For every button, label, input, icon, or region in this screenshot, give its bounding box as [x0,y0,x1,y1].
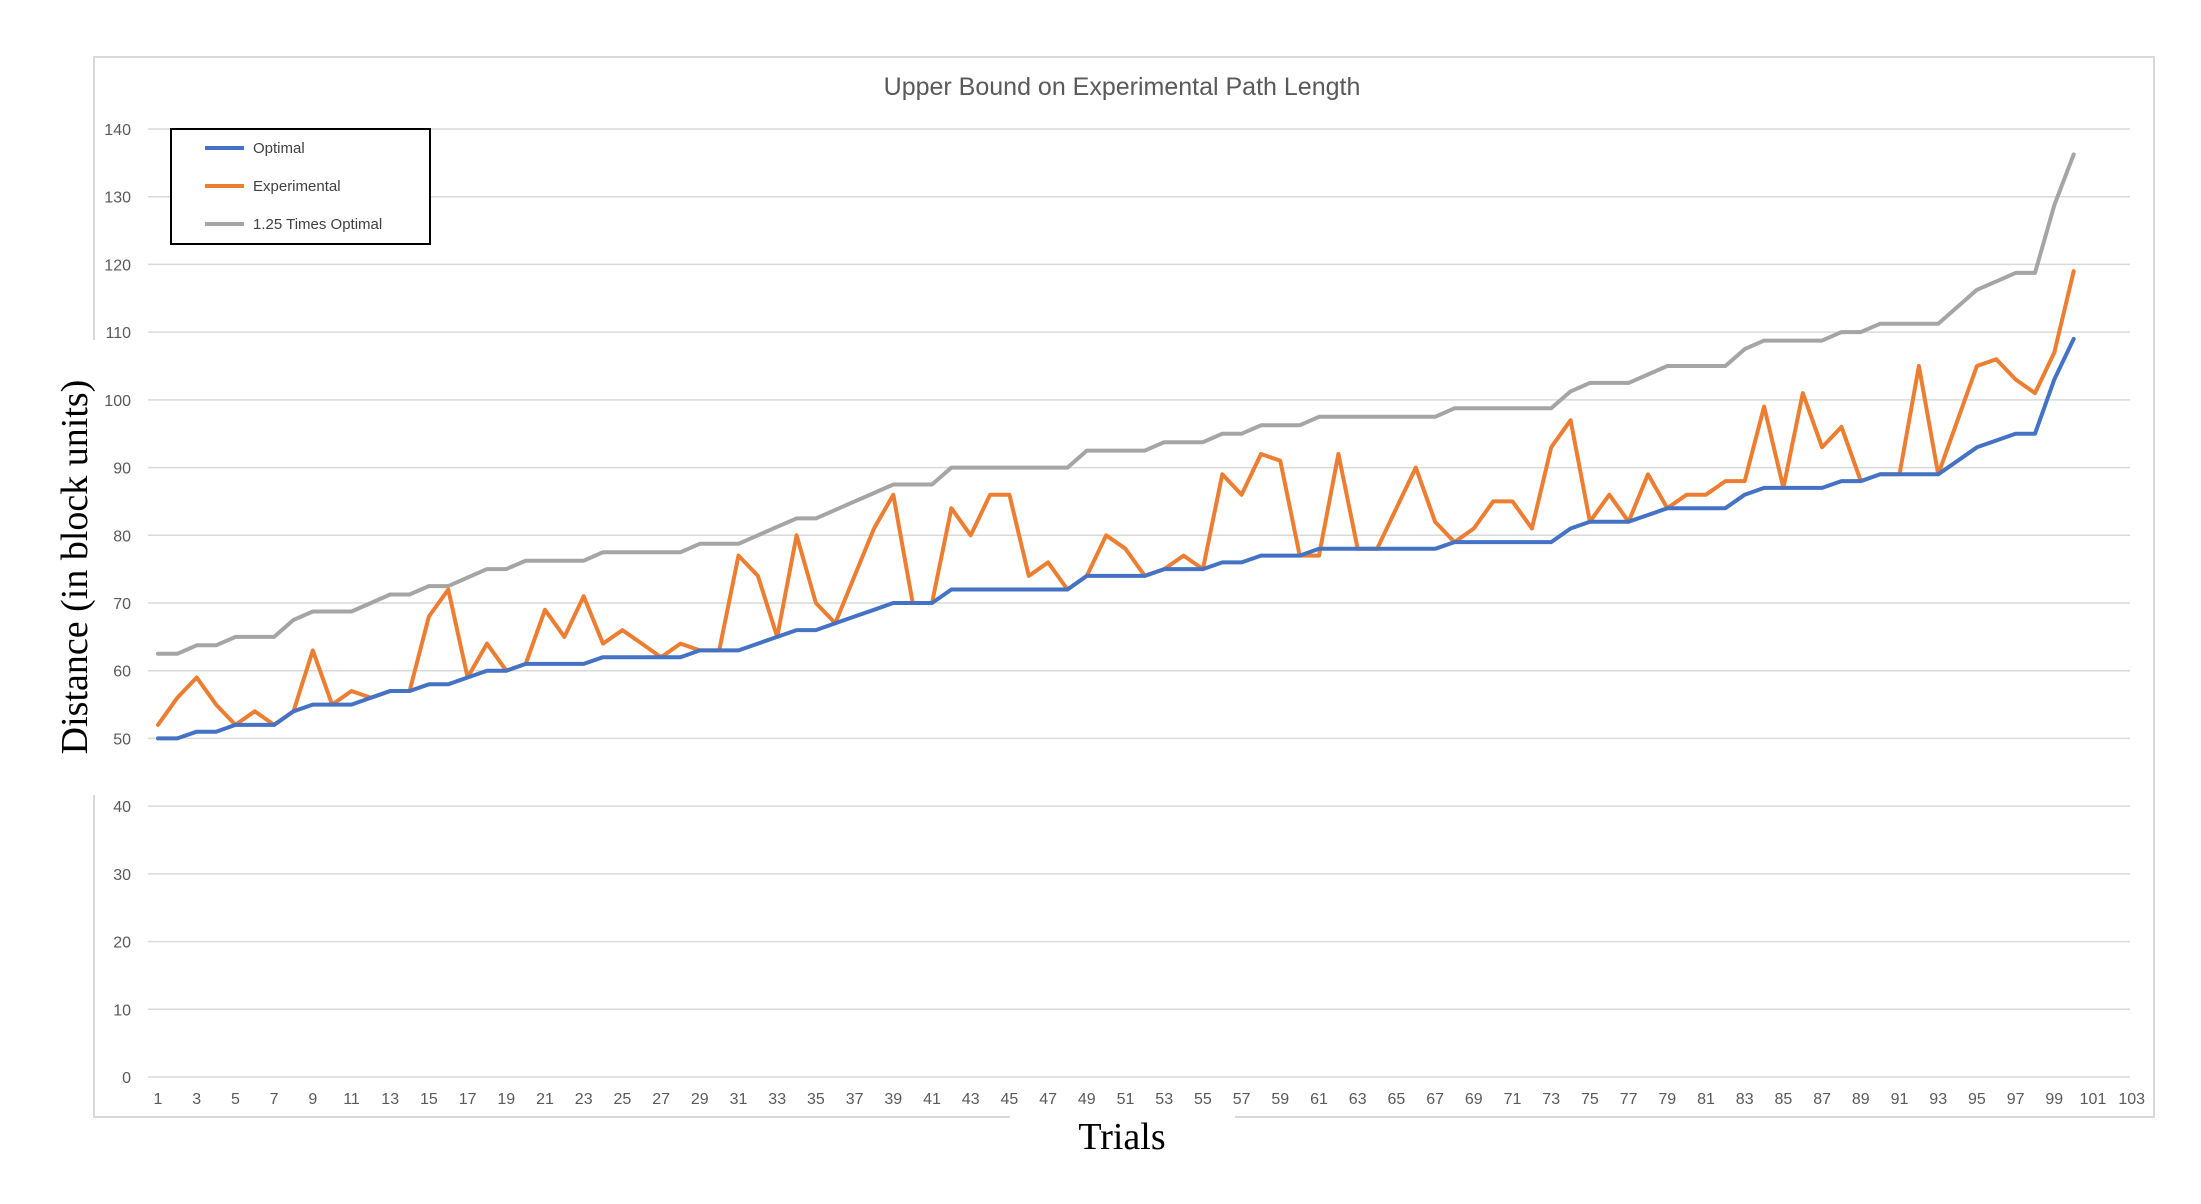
x-tick-label: 83 [1736,1091,1754,1108]
x-tick-label: 103 [2118,1091,2145,1108]
x-tick-label: 79 [1658,1091,1676,1108]
x-axis-title: Trials [1078,1116,1165,1158]
series-lines [156,152,2076,741]
y-tick-label: 100 [104,393,131,410]
x-tick-label: 17 [459,1091,477,1108]
series-line-1-25-times-optimal [156,152,2076,656]
series-line-optimal [156,336,2076,741]
x-axis-ticks: 1 3 5 7 9 11 13 15 17 19 21 23 25 27 29 31 33 35 37 39 41 43 4… [154,1091,2146,1108]
gridlines [148,128,2130,1078]
y-tick-label: 120 [104,257,131,274]
x-tick-label: 87 [1813,1091,1831,1108]
x-tick-label: 13 [381,1091,399,1108]
y-tick-label: 130 [104,190,131,207]
y-tick-label: 20 [113,935,131,952]
x-tick-label: 73 [1542,1091,1560,1108]
x-tick-label: 27 [652,1091,670,1108]
x-tick-label: 47 [1039,1091,1057,1108]
x-tick-label: 37 [846,1091,864,1108]
x-tick-label: 41 [923,1091,941,1108]
y-tick-label: 140 [104,122,131,139]
x-tick-label: 67 [1426,1091,1444,1108]
x-tick-label: 59 [1271,1091,1289,1108]
y-tick-label: 90 [113,461,131,478]
x-tick-label: 7 [270,1091,279,1108]
x-tick-label: 21 [536,1091,554,1108]
y-axis-title-background [56,340,100,795]
x-tick-label: 53 [1155,1091,1173,1108]
legend-label: Optimal [253,140,305,157]
y-tick-label: 0 [122,1070,131,1087]
x-tick-label: 33 [768,1091,786,1108]
y-tick-label: 60 [113,664,131,681]
chart-title: Upper Bound on Experimental Path Length [884,73,1361,101]
y-tick-label: 50 [113,731,131,748]
x-axis-title-background [1010,1105,1235,1165]
x-tick-label: 91 [1891,1091,1909,1108]
series-line-experimental [156,269,2076,727]
legend-label: Experimental [253,178,341,195]
x-tick-label: 1 [154,1091,163,1108]
y-tick-label: 110 [105,325,131,342]
x-tick-label: 55 [1194,1091,1212,1108]
legend: Optimal Experimental 1.25 Times Optimal [170,128,431,245]
x-tick-label: 39 [884,1091,902,1108]
y-tick-label: 70 [113,596,131,613]
x-tick-label: 61 [1310,1091,1328,1108]
x-tick-label: 69 [1465,1091,1483,1108]
x-tick-label: 81 [1697,1091,1715,1108]
x-tick-label: 75 [1581,1091,1599,1108]
x-tick-label: 99 [2045,1091,2063,1108]
x-tick-label: 3 [192,1091,201,1108]
x-tick-label: 63 [1349,1091,1367,1108]
x-tick-label: 77 [1620,1091,1638,1108]
x-tick-label: 29 [691,1091,709,1108]
x-tick-label: 11 [343,1091,360,1108]
y-axis-title: Distance (in block units) [54,380,96,755]
x-tick-label: 35 [807,1091,825,1108]
x-tick-label: 95 [1968,1091,1986,1108]
x-tick-label: 65 [1388,1091,1406,1108]
y-tick-label: 30 [113,867,131,884]
x-tick-label: 45 [1001,1091,1019,1108]
legend-label: 1.25 Times Optimal [253,216,382,233]
x-tick-label: 97 [2007,1091,2025,1108]
x-tick-label: 23 [575,1091,593,1108]
x-tick-label: 5 [231,1091,240,1108]
x-tick-label: 93 [1929,1091,1947,1108]
x-tick-label: 15 [420,1091,438,1108]
y-tick-label: 40 [113,799,131,816]
y-axis-ticks: 0 10 20 30 40 50 60 70 80 90 100 110 120 130 140 [104,122,131,1087]
x-tick-label: 9 [308,1091,317,1108]
x-tick-label: 19 [497,1091,515,1108]
x-tick-label: 43 [962,1091,980,1108]
y-tick-label: 80 [113,528,131,545]
x-tick-label: 49 [1078,1091,1096,1108]
x-tick-label: 101 [2080,1091,2107,1108]
y-tick-label: 10 [113,1002,131,1019]
x-tick-label: 25 [614,1091,632,1108]
x-tick-label: 85 [1775,1091,1793,1108]
x-tick-label: 57 [1233,1091,1251,1108]
x-tick-label: 71 [1504,1091,1522,1108]
x-tick-label: 31 [730,1091,748,1108]
x-tick-label: 51 [1117,1091,1135,1108]
x-tick-label: 89 [1852,1091,1870,1108]
